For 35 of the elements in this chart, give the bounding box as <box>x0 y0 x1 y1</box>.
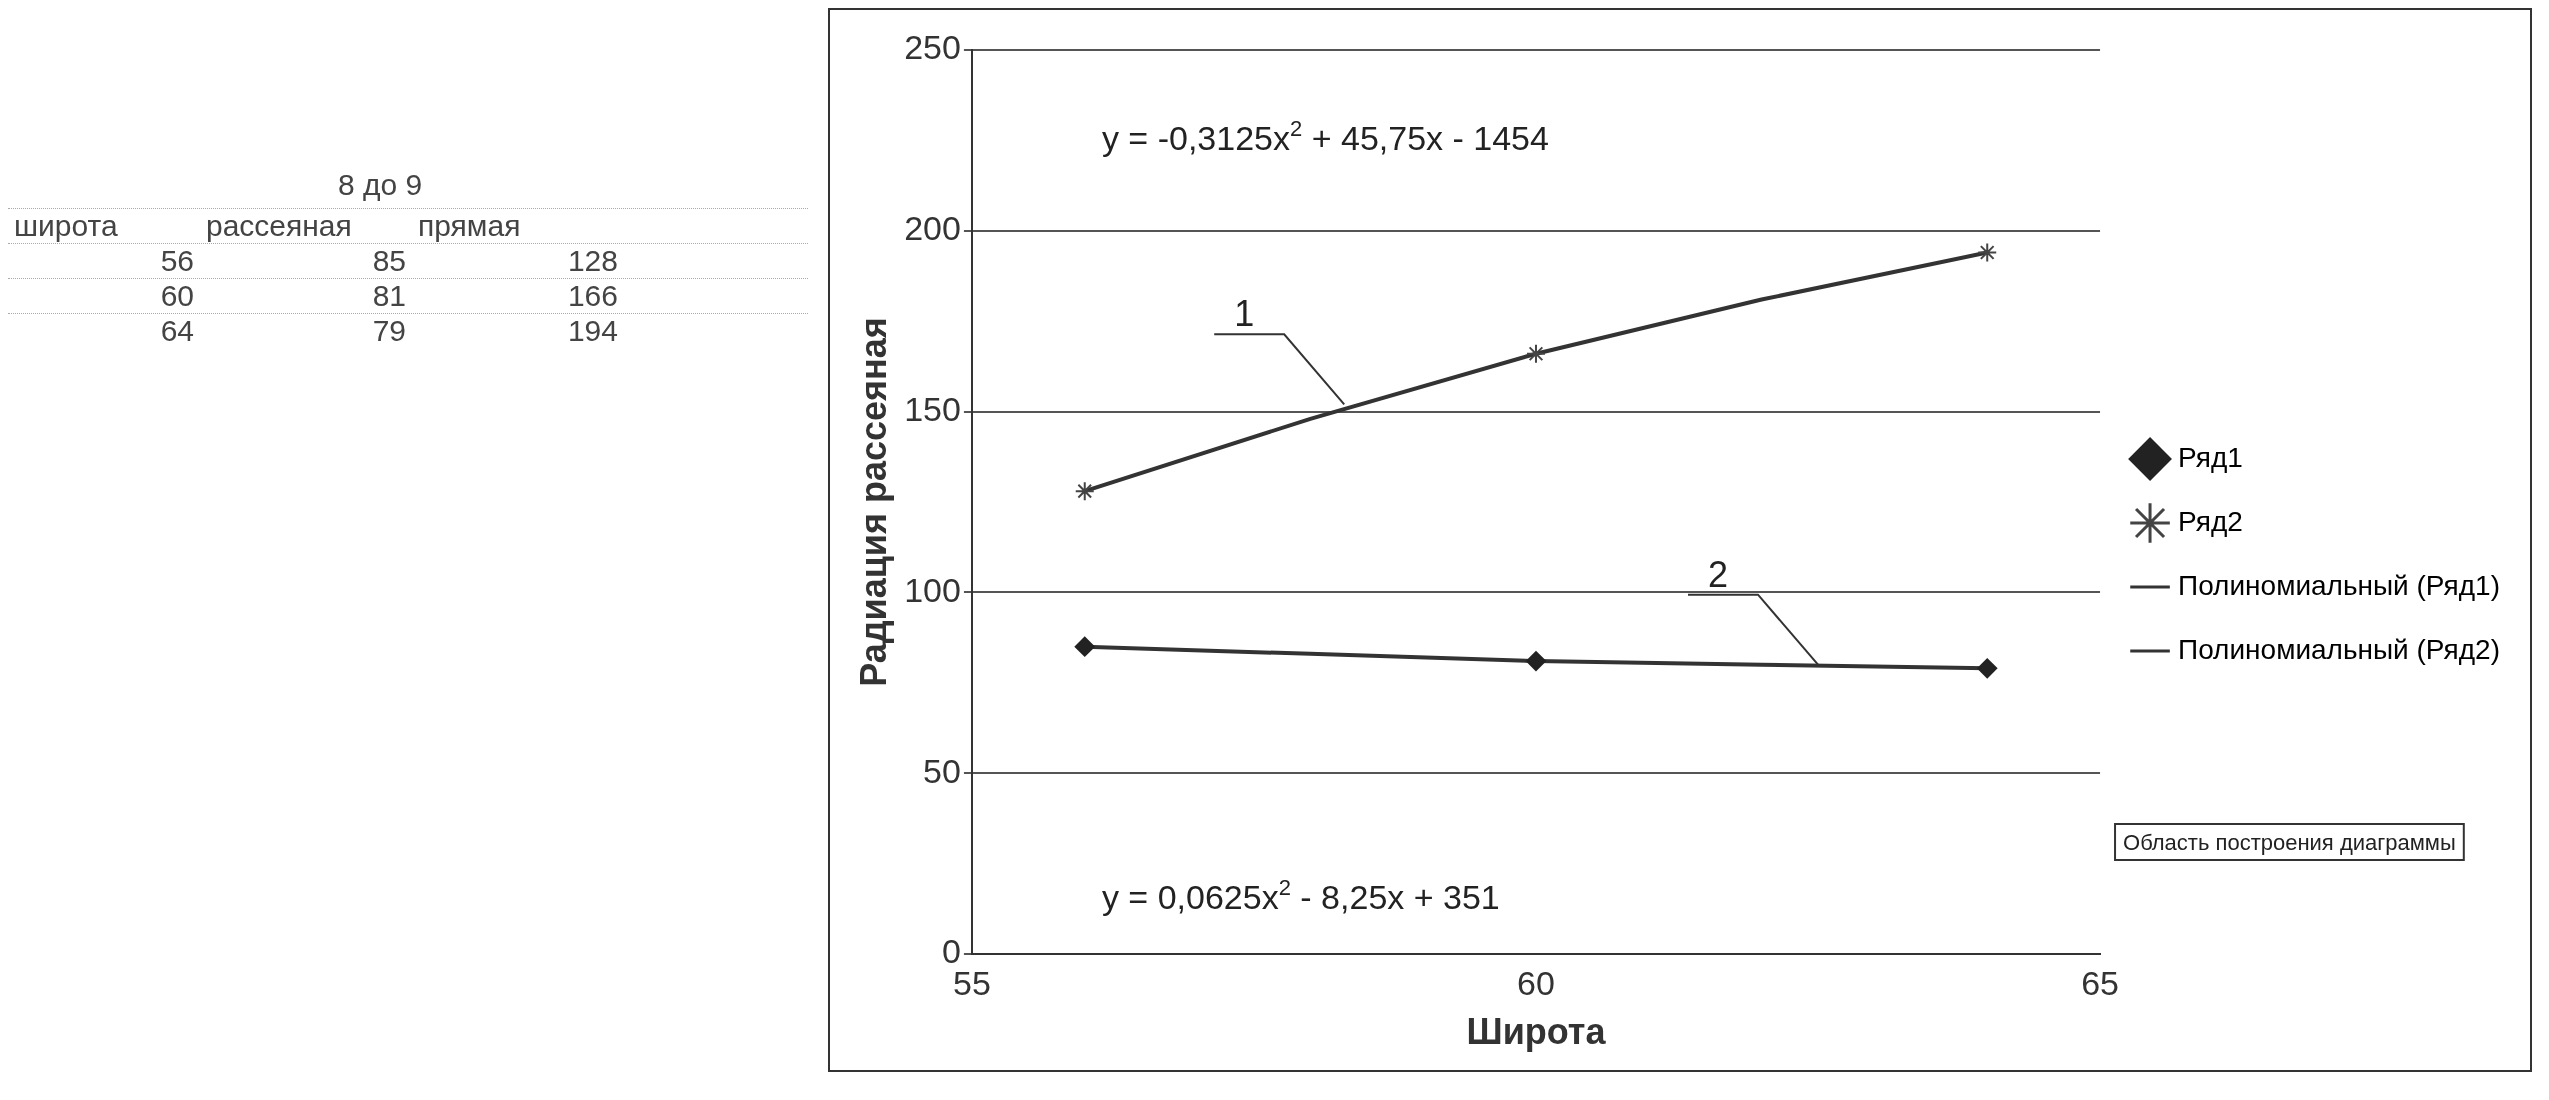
y-tick-label: 50 <box>923 751 961 790</box>
legend-label: Ряд2 <box>2178 505 2243 537</box>
y-axis-title: Радиация рассеяная <box>852 317 894 687</box>
text: 166 <box>566 279 619 313</box>
y-tick-label: 100 <box>904 570 961 609</box>
text: 194 <box>566 314 619 348</box>
text: 60 <box>159 279 195 313</box>
point <box>1074 636 1095 657</box>
x-tick-label: 65 <box>2081 963 2119 1002</box>
text: 79 <box>371 314 407 348</box>
x-axis-title: Широта <box>1466 1011 1607 1053</box>
x-tick-label: 60 <box>1517 963 1555 1002</box>
annotation: 2 <box>1708 553 1729 595</box>
text: 8 до 9 <box>338 168 424 202</box>
y-tick-label: 150 <box>904 389 961 428</box>
text: Область построения диаграммы <box>2123 830 2456 855</box>
point <box>1525 651 1546 672</box>
point <box>1074 481 1095 502</box>
legend-label: Полиномиальный (Ряд1) <box>2178 569 2501 601</box>
point <box>1525 343 1546 364</box>
point <box>1977 658 1998 679</box>
text: 85 <box>371 244 407 278</box>
point <box>1977 242 1998 263</box>
y-tick-label: 250 <box>904 28 961 67</box>
y-tick-label: 200 <box>904 209 961 248</box>
text: 81 <box>371 279 407 313</box>
annotation: 1 <box>1234 293 1255 335</box>
legend-label: Полиномиальный (Ряд2) <box>2178 633 2501 665</box>
text: 64 <box>159 314 195 348</box>
text: рассеяная <box>205 209 353 243</box>
legend-label: Ряд1 <box>2178 441 2243 473</box>
text: 128 <box>566 244 619 278</box>
text: прямая <box>417 209 522 243</box>
text: широта <box>13 209 119 243</box>
text: 56 <box>159 244 195 278</box>
